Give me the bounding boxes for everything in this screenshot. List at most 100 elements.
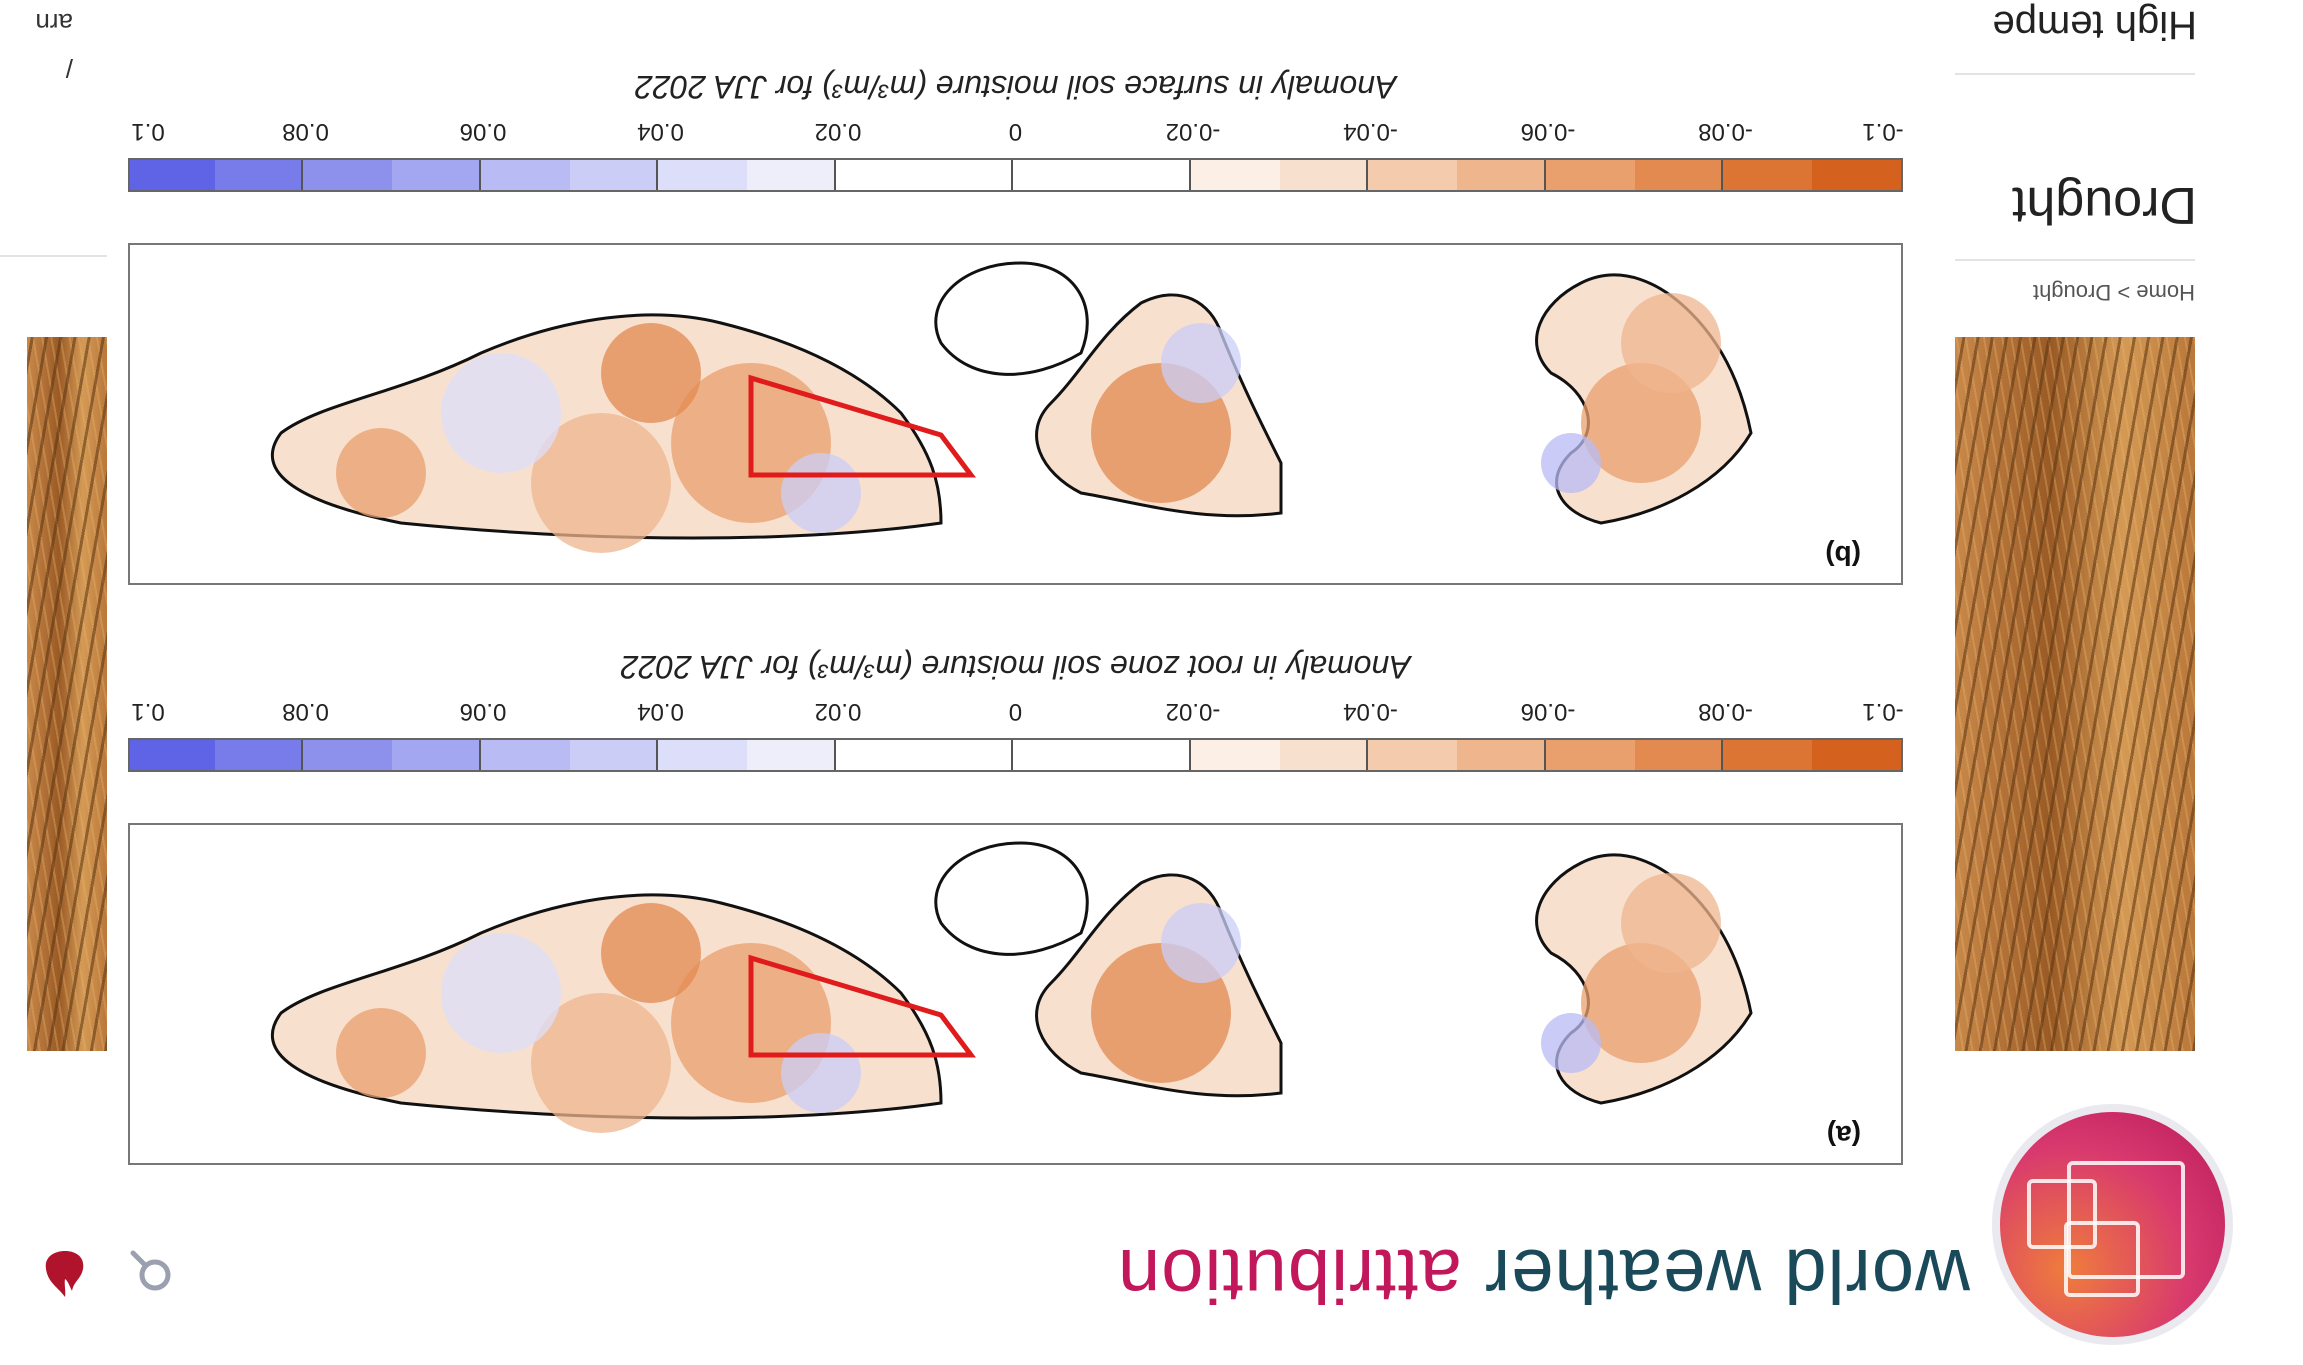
colorbar-segment [923,160,1014,190]
colorbar-segment [835,740,925,770]
map-panel-b[interactable]: (b) [128,243,1903,585]
colorbar-tick-label: 0 [1008,698,1023,725]
colorbar-segment [480,160,570,190]
anomaly-patch [1621,293,1721,393]
anomaly-patch [441,933,561,1053]
anomaly-patch [531,993,671,1133]
colorbar-segment [568,740,659,770]
colorbar-segment [1456,740,1546,770]
colorbar-tick [479,160,481,190]
land-shapes-b [270,261,1753,553]
colorbar-b [128,158,1903,192]
colorbar-tick [834,740,836,770]
article-sidebar: Home > Drought Drought High tempe [1955,0,2303,1365]
colorbar-segment [1545,160,1635,190]
colorbar-tick [1189,160,1191,190]
colorbar-tick-label: 0.06 [459,698,507,725]
logo-word-attribution: attribution [1117,1233,1462,1318]
anomaly-patch [1541,433,1601,493]
colorbar-tick-label: 0 [1008,118,1023,145]
colorbar-title-text-a: Anomaly in root zone soil moisture (m³/m… [620,649,1411,685]
site-header: world weather attribution [0,1112,2303,1365]
colorbar-tick [301,160,304,190]
drought-photo[interactable] [1955,337,2195,1051]
colorbar-tick [301,740,304,770]
colorbar-tick [834,160,836,190]
adjacent-text[interactable]: / arn [35,7,73,83]
colorbar-segment [1722,160,1813,190]
sidebar-next-item[interactable]: High tempe [1992,3,2197,47]
colorbar-segment [391,740,481,770]
colorbar-segment [1456,160,1546,190]
anomaly-patch [1161,903,1241,983]
anomaly-patch [601,903,701,1003]
adjacent-text-word: arn [35,8,73,38]
anomaly-patch [1541,1013,1601,1073]
study-region-outline [748,954,976,1058]
colorbar-segment [302,740,393,770]
colorbar-tick [1011,740,1014,770]
map-panel-a[interactable]: (a) [128,823,1903,1165]
colorbar-segment [1012,160,1103,190]
colorbar-segment [128,740,215,770]
land-shapes-a [270,841,1753,1133]
colorbar-ticks-a: -0.1 -0.08 -0.06 -0.04 -0.02 0 0.02 0.04 0.06 0.0… [128,695,1903,725]
anomaly-patch [441,353,561,473]
colorbar-segment [213,740,304,770]
colorbar-tick [656,160,659,190]
anomaly-patch [336,428,426,518]
colorbar-tick-label: -0.06 [1520,698,1576,725]
colorbar-tick-label: 0.08 [282,118,329,145]
anomaly-patch [1161,323,1241,403]
colorbar-tick-label: -0.02 [1165,118,1221,145]
colorbar-tick-label: -0.06 [1520,118,1576,145]
study-region-outline [748,374,976,478]
colorbar-segment [657,160,748,190]
colorbar-segment [302,160,393,190]
anomaly-patch [601,323,701,423]
colorbar-tick [1544,740,1546,770]
search-icon[interactable] [129,1249,173,1293]
colorbar-segment [1811,160,1901,190]
colorbar-tick [479,740,481,770]
divider [0,255,107,257]
site-logo-text[interactable]: world weather attribution [1117,1232,1970,1319]
adjacent-photo[interactable] [27,337,107,1051]
colorbar-segment [835,160,925,190]
colorbar-tick-label: -0.08 [1698,118,1753,145]
panel-label-b: (b) [1825,540,1861,571]
colorbar-tick-label: -0.1 [1862,118,1904,145]
sidebar-title[interactable]: Drought [2012,176,2197,234]
breadcrumb[interactable]: Home > Drought [2032,280,2195,305]
colorbar-title-a: Anomaly in root zone soil moisture (m³/m… [128,648,1903,685]
panel-label-a: (a) [1826,1120,1861,1151]
colorbar-tick-label: 0.1 [131,698,165,725]
colorbar-title-b: Anomaly in surface soil moisture (m³/m³)… [128,68,1903,105]
colorbar-segment [1722,740,1813,770]
colorbar-tick-label: 0.04 [637,118,684,145]
anomaly-patch [531,413,671,553]
landmass-outline [934,261,1089,376]
colorbar-tick [1721,160,1724,190]
colorbar-segment [1367,740,1458,770]
divider [1955,259,2195,261]
colorbar-segment [1633,740,1724,770]
colorbar-tick-label: -0.02 [1165,698,1221,725]
colorbar-segment [746,740,836,770]
colorbar-segment [1012,740,1103,770]
colorbar-tick-label: -0.1 [1862,698,1904,725]
landmass-outline [934,841,1089,956]
colorbar-tick [1366,160,1369,190]
anomaly-patch [1621,873,1721,973]
colorbar-segment [1278,160,1369,190]
soil-moisture-figure: (a) -0.1 -0.08 -0.06 -0.04 -0.02 0 0.02 0.04 0.0… [103,35,1904,1165]
colorbar-segment [657,740,748,770]
colorbar-tick-label: 0.02 [814,118,862,145]
colorbar-segment [1101,740,1191,770]
colorbar-segment [1101,160,1191,190]
colorbar-a [128,738,1903,772]
flame-icon[interactable] [42,1249,88,1299]
colorbar-tick [1544,160,1546,190]
logo-word-world-weather: world weather [1483,1233,1970,1318]
